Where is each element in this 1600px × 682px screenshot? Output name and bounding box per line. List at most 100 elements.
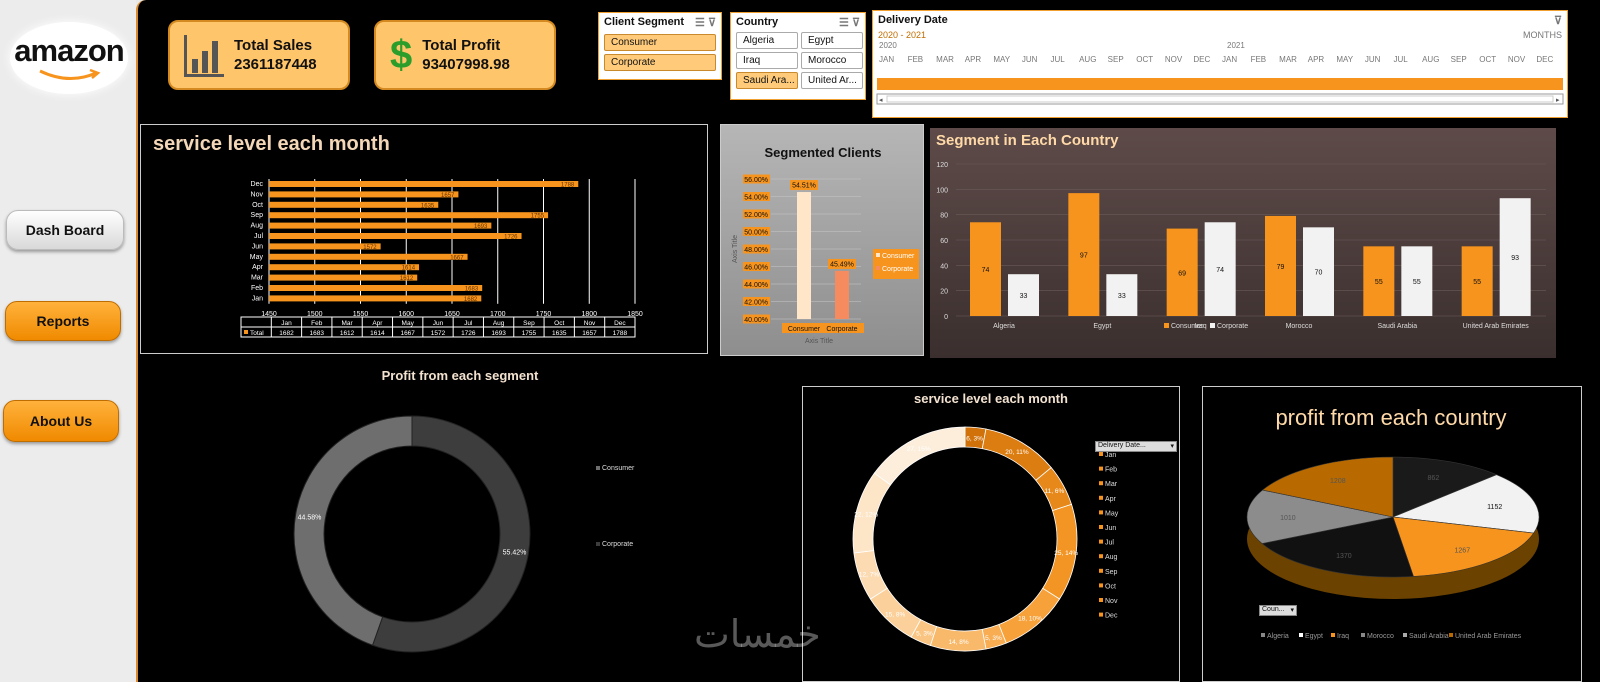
data-label: 1614 bbox=[402, 266, 416, 272]
legend-label: Jun bbox=[1105, 525, 1116, 532]
nav-reports-button[interactable]: Reports bbox=[5, 301, 121, 341]
legend-swatch bbox=[876, 253, 880, 257]
timeline-month-label: DEC bbox=[1536, 55, 1553, 64]
y-tick-label: 42.00% bbox=[744, 300, 768, 307]
slicer-item-consumer[interactable]: Consumer bbox=[604, 34, 716, 51]
table-cell: 1572 bbox=[431, 330, 446, 337]
y-tick-label: Sep bbox=[251, 212, 264, 219]
timeline-month-label: JAN bbox=[1222, 55, 1237, 64]
table-cell: 1683 bbox=[310, 330, 325, 337]
table-header: Nov bbox=[584, 320, 596, 327]
slicer-item-iraq[interactable]: Iraq bbox=[736, 52, 798, 69]
bar bbox=[1363, 246, 1395, 316]
country-filter-button[interactable]: Coun... ▾ bbox=[1259, 605, 1297, 616]
pie-slice bbox=[1392, 474, 1540, 534]
y-tick-label: 44.00% bbox=[744, 282, 768, 289]
legend-swatch bbox=[596, 542, 600, 546]
legend-swatch bbox=[1299, 633, 1303, 637]
slicer-item-algeria[interactable]: Algeria bbox=[736, 32, 798, 49]
y-tick-label: 56.00% bbox=[744, 177, 768, 184]
legend-label: May bbox=[1105, 510, 1119, 517]
chart-title: service level each month bbox=[153, 133, 390, 155]
kpi-title: Total Profit bbox=[422, 37, 501, 54]
data-label: 1755 bbox=[531, 214, 545, 220]
service-level-bar-chart: 1450 1500 1550 1600 1650 1700 1750 1800 1850 Jan 1… bbox=[240, 179, 643, 338]
clear-filter-icon[interactable]: ⊽ bbox=[1553, 15, 1562, 27]
bar bbox=[1265, 215, 1296, 316]
data-label: 74 bbox=[982, 267, 990, 274]
bar bbox=[269, 233, 522, 239]
legend-swatch bbox=[1361, 633, 1365, 637]
x-tick-label: Consumer bbox=[788, 326, 821, 333]
data-label: 25, 14% bbox=[1054, 550, 1078, 557]
y-tick-label: 0 bbox=[944, 314, 948, 321]
slicer-item-uae[interactable]: United Ar... bbox=[801, 72, 863, 89]
legend-swatch bbox=[1099, 525, 1103, 529]
table-header: Dec bbox=[614, 320, 626, 327]
bar bbox=[1401, 246, 1433, 316]
table-header: Mar bbox=[341, 320, 353, 327]
bar bbox=[1166, 228, 1198, 316]
timeline-month-label: OCT bbox=[1136, 55, 1153, 64]
y-tick-label: Nov bbox=[251, 191, 264, 198]
data-label: 55 bbox=[1413, 279, 1421, 286]
smile-arrow-icon bbox=[39, 69, 101, 80]
bar bbox=[1106, 274, 1138, 316]
timeline-month-label: NOV bbox=[1165, 55, 1183, 64]
legend-label: Algeria bbox=[1267, 633, 1289, 640]
timeline-track[interactable]: 2020 2021 JAN FEB MAR APR MAY JUN JUL AUG SEP OCT NO… bbox=[873, 40, 1567, 110]
slicer-item-egypt[interactable]: Egypt bbox=[801, 32, 863, 49]
pie-slice bbox=[1261, 516, 1414, 578]
clear-filter-icon[interactable]: ☰ ⊽ bbox=[839, 17, 860, 29]
bar bbox=[269, 253, 468, 260]
timeline-month-label: SEP bbox=[1451, 55, 1467, 64]
legend-swatch bbox=[876, 266, 880, 270]
x-tick-label: 1600 bbox=[398, 311, 414, 318]
legend-swatch bbox=[1099, 568, 1103, 573]
data-label: 55.42% bbox=[503, 550, 527, 557]
svg-text:◂: ◂ bbox=[879, 97, 883, 104]
data-label: 14, 8% bbox=[948, 639, 968, 646]
y-tick-label: 40.00% bbox=[744, 317, 768, 324]
timeline-level-dropdown[interactable]: MONTHS bbox=[1523, 30, 1562, 40]
x-tick-label: Iraq bbox=[1195, 323, 1207, 330]
timeline-month-label: NOV bbox=[1508, 55, 1526, 64]
y-axis-title: Axis Title bbox=[732, 235, 739, 263]
clear-filter-icon[interactable]: ☰ ⊽ bbox=[695, 17, 716, 29]
profit-country-panel: profit from each country 862 1152 1267 1370… bbox=[1202, 386, 1582, 682]
data-label: 20, 11% bbox=[1005, 449, 1029, 456]
timeline-month-label: FEB bbox=[1251, 55, 1267, 64]
y-tick-label: 80 bbox=[940, 213, 948, 220]
x-tick-label: 1450 bbox=[261, 311, 277, 318]
legend-swatch bbox=[596, 466, 600, 470]
y-tick-label: Jun bbox=[252, 243, 263, 250]
tick-bg bbox=[743, 244, 770, 254]
chart-title: Segment in Each Country bbox=[936, 132, 1119, 149]
legend-swatch bbox=[244, 330, 248, 334]
legend-swatch bbox=[1099, 495, 1103, 500]
legend-label: Morocco bbox=[1367, 633, 1394, 640]
sidebar: amazon Dash Board Reports About Us bbox=[0, 0, 136, 682]
table-header: Jun bbox=[433, 320, 444, 327]
legend-swatch bbox=[1099, 452, 1103, 456]
dropdown-arrow-icon: ▾ bbox=[1170, 443, 1174, 450]
y-tick-label: 54.00% bbox=[744, 195, 768, 202]
slicer-item-morocco[interactable]: Morocco bbox=[801, 52, 863, 69]
pie-slice bbox=[1246, 489, 1394, 544]
delivery-date-filter-button[interactable]: Delivery Date... ▾ bbox=[1095, 441, 1177, 452]
data-label: 1152 bbox=[1487, 504, 1502, 511]
logo-text: amazon bbox=[14, 33, 124, 68]
data-label: 1693 bbox=[474, 224, 488, 230]
tick-bg bbox=[743, 262, 770, 271]
slicer-item-saudi[interactable]: Saudi Ara... bbox=[736, 72, 798, 89]
nav-dashboard-button[interactable]: Dash Board bbox=[6, 210, 124, 250]
nav-about-button[interactable]: About Us bbox=[3, 400, 119, 442]
data-label: 55 bbox=[1375, 279, 1383, 286]
slicer-item-corporate[interactable]: Corporate bbox=[604, 54, 716, 71]
x-tick-label: United Arab Emirates bbox=[1463, 323, 1530, 330]
x-tick-label: 1500 bbox=[307, 311, 323, 318]
table-header: Feb bbox=[311, 320, 323, 327]
table-series-name: Total bbox=[250, 330, 264, 337]
timeline-range: 2020 - 2021 bbox=[878, 30, 927, 40]
table-cell: 1657 bbox=[582, 330, 597, 337]
